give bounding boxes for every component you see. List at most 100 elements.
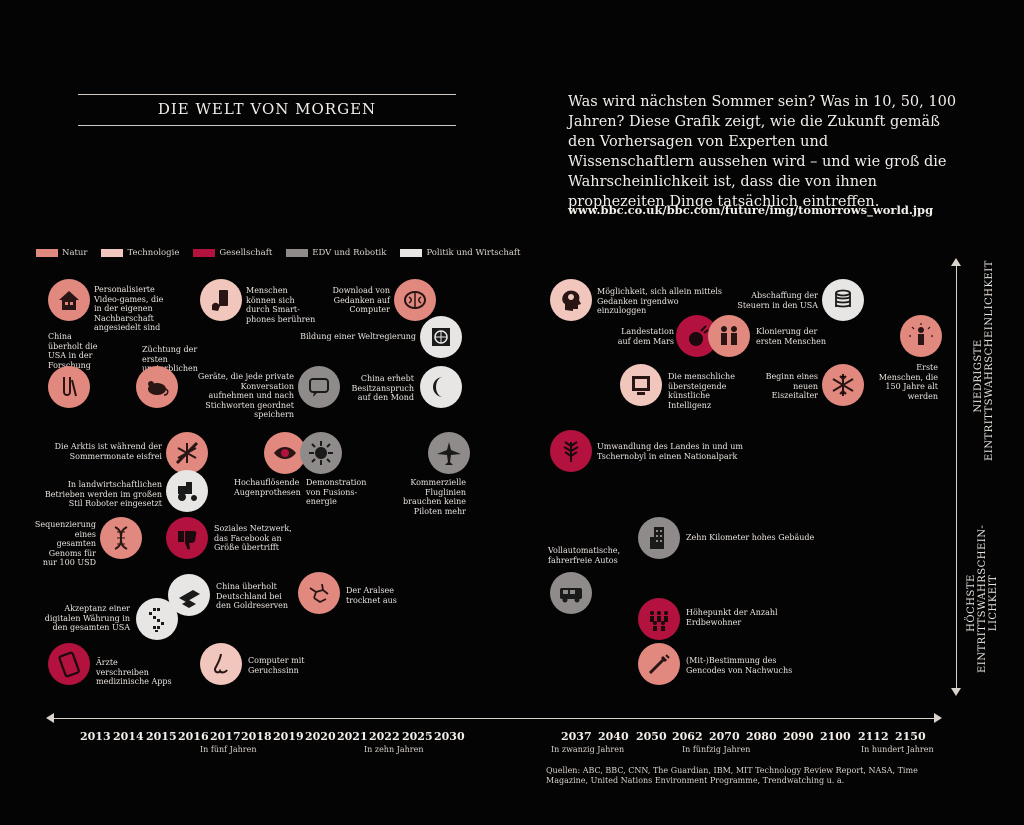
crowd-icon	[638, 598, 680, 640]
brain-icon	[394, 279, 436, 321]
year-label: 2019	[273, 730, 304, 743]
leaf-icon	[550, 430, 592, 472]
event-label: Zehn Kilometer hohes Gebäude	[686, 533, 815, 542]
event-label: Klonierung der ersten Menschen	[756, 327, 827, 346]
event-label: In landwirtschaftlichen Betrieben werden…	[44, 480, 162, 508]
probability-arrow-down	[951, 688, 961, 696]
legend-swatch-edv	[286, 249, 309, 257]
legend-item-gesellschaft: Gesellschaft	[193, 248, 272, 258]
thumbs-down-icon	[166, 517, 208, 559]
year-note: In zehn Jahren	[364, 745, 424, 754]
hand-phone-icon	[200, 279, 242, 321]
event-label: Geräte, die jede private Konversation au…	[197, 372, 294, 419]
year-label: 2022	[369, 730, 400, 743]
event-label: Soziales Netzwerk, das Facebook an Größe…	[214, 524, 292, 552]
event-label: Sequenzierung eines gesamten Genoms für …	[34, 520, 96, 567]
sun-gear-icon	[300, 432, 342, 474]
event-label: Die Arktis ist während der Sommermonate …	[54, 442, 162, 461]
mouse-icon	[136, 366, 178, 408]
year-label: 2090	[783, 730, 814, 743]
year-label: 2112	[858, 730, 889, 743]
title-rule-top	[78, 94, 456, 95]
event-label: (Mit-)Bestimmung des Gencodes von Nachwu…	[686, 656, 793, 675]
legend-swatch-gesellschaft	[193, 249, 216, 257]
head-brain-icon	[550, 279, 592, 321]
van-icon	[550, 572, 592, 614]
year-label: 2080	[746, 730, 777, 743]
snowflake-crossed-icon	[166, 432, 208, 474]
event-label: Erste Menschen, die 150 Jahre alt werden	[878, 363, 938, 401]
dna-icon	[100, 517, 142, 559]
year-label: 2062	[672, 730, 703, 743]
event-label: Landestation auf dem Mars	[617, 327, 674, 346]
event-label: Download von Gedanken auf Computer	[332, 286, 390, 314]
house-icon	[48, 279, 90, 321]
year-label: 2100	[820, 730, 851, 743]
event-label: Ärzte verschreiben medizinische Apps	[96, 658, 172, 686]
airplane-icon	[428, 432, 470, 474]
source-url: www.bbc.co.uk/bbc.com/future/img/tomorro…	[568, 203, 934, 217]
year-label: 2014	[113, 730, 144, 743]
event-label: Computer mit Geruchssinn	[248, 656, 305, 675]
digital-dollar-icon	[136, 598, 178, 640]
skyscraper-icon	[638, 517, 680, 559]
person-radiant-icon	[900, 315, 942, 357]
event-label: Akzeptanz einer digitalen Währung in den…	[44, 604, 130, 632]
computer-screen-icon	[620, 364, 662, 406]
event-label: Personalisierte Video-games, die in der …	[94, 285, 164, 332]
event-label: Hochauflösende Augenprothesen	[234, 478, 301, 497]
event-label: Möglichkeit, sich allein mittels Gedanke…	[597, 287, 723, 315]
mars-station-icon	[676, 315, 718, 357]
event-label: Beginn eines neuen Eiszeitalter	[765, 372, 818, 400]
flag-globe-icon	[420, 316, 462, 358]
year-label: 2016	[178, 730, 209, 743]
moon-icon	[420, 366, 462, 408]
year-note: In fünf Jahren	[200, 745, 257, 754]
sources: Quellen: ABC, BBC, CNN, The Guardian, IB…	[546, 766, 918, 785]
year-label: 2040	[598, 730, 629, 743]
year-label: 2013	[80, 730, 111, 743]
event-label: Vollautomatische, fahrerfreie Autos	[548, 546, 621, 565]
eye-icon	[264, 432, 306, 474]
tractor-icon	[166, 470, 208, 512]
year-label: 2017	[210, 730, 241, 743]
time-axis-arrow-left	[46, 713, 54, 723]
legend-item-edv: EDV und Robotik	[286, 248, 386, 258]
year-label: 2021	[337, 730, 368, 743]
year-note: In hundert Jahren	[861, 745, 934, 754]
nose-icon	[200, 643, 242, 685]
year-label: 2015	[146, 730, 177, 743]
legend-swatch-natur	[36, 249, 58, 257]
label-highest-probability: HÖCHSTE EINTRITTSWAHRSCHEIN- LICHKEIT	[966, 524, 999, 673]
year-label: 2025	[402, 730, 433, 743]
event-label: Die menschliche übersteigende künstliche…	[668, 372, 735, 410]
year-label: 2020	[305, 730, 336, 743]
test-tube-icon	[48, 366, 90, 408]
event-label: Abschaffung der Steuern in den USA	[737, 291, 818, 310]
legend-swatch-technologie	[101, 249, 124, 257]
title-rule-bottom	[78, 125, 456, 126]
event-label: China erhebt Besitzanspruch auf den Mond	[351, 374, 414, 402]
year-label: 2150	[895, 730, 926, 743]
twin-people-icon	[708, 315, 750, 357]
probability-arrow-up	[951, 258, 961, 266]
event-label: China überholt die USA in der Forschung	[48, 332, 98, 370]
year-note: In zwanzig Jahren	[551, 745, 625, 754]
intro-text: Was wird nächsten Sommer sein? Was in 10…	[568, 94, 957, 210]
event-label: Umwandlung des Landes in und um Tscherno…	[597, 442, 743, 461]
event-label: Menschen können sich durch Smart-phones …	[246, 286, 316, 324]
legend-item-politik: Politik und Wirtschaft	[400, 248, 520, 258]
year-label: 2018	[241, 730, 272, 743]
event-label: China überholt Deutschland bei den Goldr…	[216, 582, 289, 610]
syringe-icon	[638, 643, 680, 685]
legend-item-technologie: Technologie	[101, 248, 179, 258]
probability-axis	[956, 265, 957, 690]
year-label: 2030	[434, 730, 465, 743]
year-label: 2037	[561, 730, 592, 743]
snowflake-icon	[822, 364, 864, 406]
legend-swatch-politik	[400, 249, 423, 257]
smartphone-icon	[48, 643, 90, 685]
event-label: Höhepunkt der Anzahl Erdbewohner	[686, 608, 778, 627]
time-axis-arrow-right	[934, 713, 942, 723]
year-note: In fünfzig Jahren	[682, 745, 751, 754]
